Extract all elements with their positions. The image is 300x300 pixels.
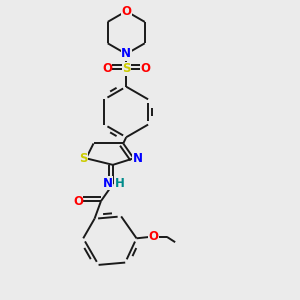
Text: N: N [133, 152, 142, 165]
Text: O: O [140, 62, 151, 75]
Text: O: O [121, 5, 131, 18]
Text: S: S [79, 152, 87, 165]
Text: O: O [148, 230, 158, 243]
Text: H: H [114, 177, 124, 190]
Text: O: O [102, 62, 112, 75]
Text: O: O [73, 195, 83, 208]
Text: N: N [103, 177, 112, 190]
Text: N: N [121, 47, 131, 61]
Text: S: S [122, 62, 130, 75]
